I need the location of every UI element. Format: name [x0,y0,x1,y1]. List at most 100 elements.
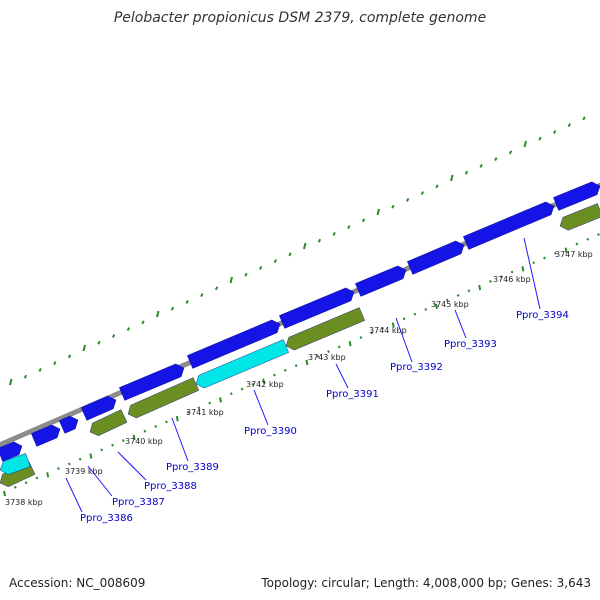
inner-tick [337,345,341,349]
inner-tick [586,237,590,241]
inner-tick [316,354,320,358]
inner-tick [89,453,93,459]
inner-tick [499,275,503,279]
gene-track [0,181,600,488]
inner-tick [305,359,309,366]
inner-tick [229,392,233,396]
kbp-label: 3744 kbp [369,326,407,335]
gene-arrow [0,453,31,475]
gene-arrow [119,363,185,401]
outer-tick [53,361,57,366]
inner-tick [564,247,568,253]
inner-tick [3,490,6,497]
outer-tick [303,242,307,250]
inner-tick [35,476,39,480]
inner-tick [46,472,50,478]
gene-labels: Ppro_3386 Ppro_3387 Ppro_3388 Ppro_3389 Ppro… [65,237,569,524]
outer-tick [420,191,424,196]
outer-tick [185,299,189,304]
inner-tick-ring [3,233,600,497]
gene-label: Ppro_3392 [390,362,443,373]
inner-tick [57,467,60,471]
gene-arrow [31,424,61,447]
outer-tick [494,157,498,162]
inner-tick [413,312,417,316]
gene-arrow [89,409,128,436]
outer-tick [67,354,72,359]
outer-tick [332,231,336,236]
inner-tick [532,261,536,265]
inner-tick [175,415,179,422]
outer-tick [317,238,322,243]
outer-tick [200,293,204,298]
inner-tick [467,289,471,293]
gene-leader-line [65,477,83,513]
inner-tick [294,364,298,368]
outer-tick [523,140,527,148]
inner-tick [478,284,482,291]
gene-arrow [559,203,600,231]
outer-tick [23,374,28,379]
outer-tick [170,306,175,311]
inner-tick [273,373,276,377]
outer-tick [229,276,233,284]
inner-tick [348,341,352,347]
inner-tick [121,439,125,442]
inner-tick [402,317,406,321]
outer-tick [126,327,130,332]
outer-tick [214,286,219,291]
inner-tick [553,251,557,255]
genome-summary: Topology: circular; Length: 4,008,000 bp… [261,576,591,590]
outer-tick [435,184,439,189]
gene-label: Ppro_3390 [244,426,297,437]
outer-tick [288,252,292,257]
gene-arrow [463,201,555,250]
inner-tick [219,397,222,403]
outer-tick [141,320,145,325]
gene-arrow [406,240,465,275]
outer-tick [273,259,277,264]
inner-tick [197,406,201,410]
inner-tick [327,350,330,354]
inner-tick [543,256,546,260]
kbp-label: 3746 kbp [493,275,531,284]
outer-tick [376,208,380,216]
inner-tick [24,481,28,485]
outer-tick [406,197,410,202]
inner-tick [262,378,266,384]
gene-label: Ppro_3389 [166,462,219,473]
inner-tick [359,336,363,340]
inner-tick [78,457,82,461]
inner-tick [597,233,600,237]
inner-tick [445,298,449,302]
outer-tick [361,218,366,223]
map-title: Pelobacter propionicus DSM 2379, complet… [113,10,487,26]
outer-tick [450,174,454,182]
gene-label: Ppro_3393 [444,339,497,350]
inner-tick [13,485,17,489]
gene-arrow [355,265,407,297]
outer-tick [97,340,101,345]
gene-arrow [285,307,365,351]
gene-arrow [187,319,281,369]
outer-tick [553,129,557,134]
inner-tick [67,462,71,466]
outer-tick [567,123,571,128]
kbp-label: 3740 kbp [125,437,163,446]
inner-tick [143,429,147,433]
outer-tick [9,378,13,386]
inner-tick [370,331,374,335]
gene-arrow [553,181,600,211]
kbp-label: 3743 kbp [308,353,346,362]
kbp-label: 3742 kbp [246,380,284,389]
inner-tick [100,448,104,452]
gene-leader-line [395,317,413,363]
outer-tick [582,116,586,121]
outer-tick [464,170,469,175]
inner-tick [456,293,460,297]
gene-label: Ppro_3394 [516,310,569,321]
gene-leader-line [87,465,113,497]
outer-tick [259,265,263,270]
